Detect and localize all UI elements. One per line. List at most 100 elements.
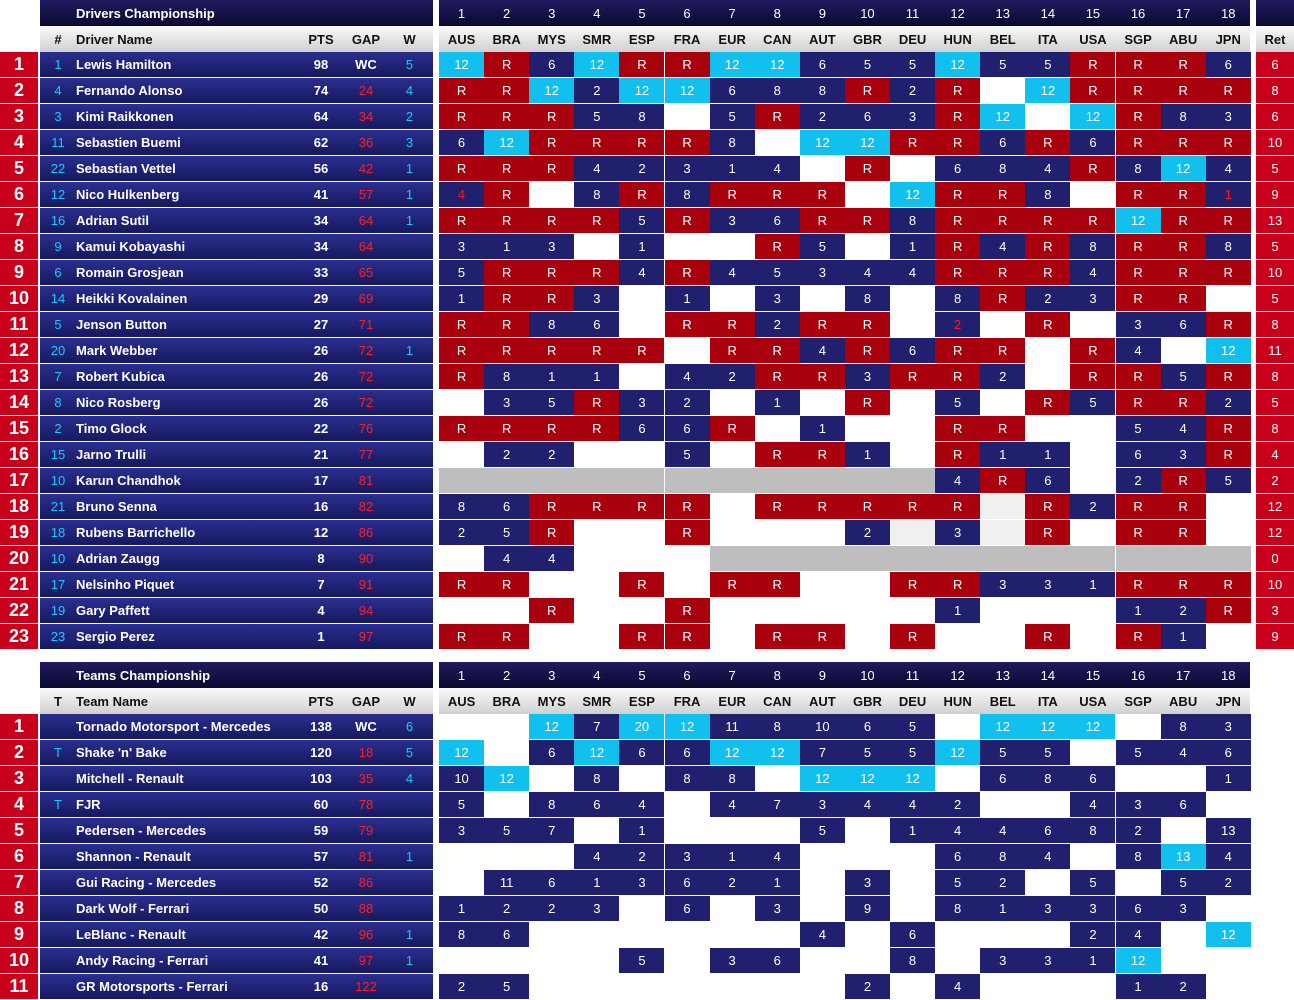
result-cell-ita: 6 [1025, 468, 1071, 493]
result-cell-fra: 6 [664, 416, 710, 441]
drivers-race-number: 1 [457, 5, 466, 21]
result-cell-usa: 4 [1070, 260, 1116, 285]
points-value: 17 [313, 473, 329, 488]
drivers-race-header-jpn: JPN [1215, 31, 1241, 47]
teams-race-number: 17 [1175, 667, 1191, 683]
result-cell-fra: 4 [664, 364, 710, 389]
result-cell-eur: 6 [709, 78, 755, 103]
driver-name: Rubens Barrichello [76, 525, 196, 540]
driver-name: Robert Kubica [76, 369, 165, 384]
result-cell-hun: R [935, 338, 981, 363]
teams-race-number: 5 [638, 667, 646, 683]
car-number: 18 [50, 525, 66, 540]
car-number: 5 [54, 317, 62, 332]
wins-value [386, 546, 433, 571]
result-cell-smr [574, 520, 620, 545]
result-cell-esp [619, 468, 665, 493]
row-bar [40, 182, 433, 207]
teams-race-number: 6 [683, 667, 691, 683]
wins-value: 5 [405, 57, 414, 72]
position-cell: 12 [0, 338, 38, 363]
result-cell-bra [484, 792, 530, 817]
result-cell-eur [709, 468, 755, 493]
result-cell-can: R [754, 494, 800, 519]
result-cell-can: 4 [754, 844, 800, 869]
result-cell-sgp: 4 [1115, 922, 1161, 947]
gap-value: 72 [358, 395, 374, 410]
result-cell-aus: R [439, 104, 485, 129]
retirements-value: 11 [1256, 338, 1294, 363]
result-cell-esp: 5 [619, 208, 665, 233]
result-cell-aut: R [799, 208, 845, 233]
result-cell-deu: R [890, 494, 936, 519]
team-flag [40, 714, 76, 739]
result-cell-mys: R [529, 416, 575, 441]
result-cell-sgp: R [1115, 364, 1161, 389]
result-cell-smr [574, 468, 620, 493]
result-cell-gbr: 3 [844, 870, 890, 895]
gap-value: 72 [358, 369, 374, 384]
result-cell-abu: 5 [1160, 870, 1206, 895]
result-cell-hun: 4 [935, 974, 981, 999]
result-cell-hun: 3 [935, 520, 981, 545]
result-cell-hun: R [935, 416, 981, 441]
result-cell-aut: 12 [799, 130, 845, 155]
result-cell-deu: 12 [890, 182, 936, 207]
result-cell-esp: R [619, 130, 665, 155]
result-cell-bel: 12 [980, 714, 1026, 739]
car-number: 20 [50, 343, 66, 358]
result-cell-abu: R [1160, 468, 1206, 493]
result-cell-mys: R [529, 338, 575, 363]
gap-value: 71 [358, 317, 374, 332]
row-bar [40, 468, 433, 493]
result-cell-gbr: R [844, 390, 890, 415]
result-cell-fra: 3 [664, 156, 710, 181]
result-cell-jpn [1205, 948, 1251, 973]
result-cell-ita: R [1025, 234, 1071, 259]
result-cell-bel: R [980, 260, 1026, 285]
result-cell-mys: R [529, 520, 575, 545]
result-cell-aut: 5 [799, 818, 845, 843]
result-cell-aut: 8 [799, 78, 845, 103]
drivers-race-header-fra: FRA [673, 31, 701, 47]
result-cell-hun [935, 948, 981, 973]
result-cell-sgp: 3 [1115, 312, 1161, 337]
result-cell-bra: R [484, 312, 530, 337]
result-cell-jpn [1205, 494, 1251, 519]
result-cell-gbr: 12 [844, 130, 890, 155]
teams-race-header-mys: MYS [537, 693, 566, 709]
car-number: 4 [54, 83, 62, 98]
result-cell-fra: 1 [664, 286, 710, 311]
driver-name: Nico Hulkenberg [76, 187, 180, 202]
result-cell-aus: 3 [439, 234, 485, 259]
result-cell-abu: R [1160, 130, 1206, 155]
result-cell-can: 8 [754, 714, 800, 739]
driver-name: Timo Glock [76, 421, 147, 436]
result-cell-gbr [844, 948, 890, 973]
result-cell-eur: 4 [709, 260, 755, 285]
result-cell-eur: 2 [709, 364, 755, 389]
result-cell-smr: 1 [574, 364, 620, 389]
result-cell-bel: 6 [980, 766, 1026, 791]
teams-race-header-deu: DEU [898, 693, 927, 709]
result-cell-usa: 12 [1070, 104, 1116, 129]
team-flag: T [54, 745, 62, 760]
result-cell-ita: 8 [1025, 766, 1071, 791]
wins-value [386, 494, 433, 519]
driver-name: Fernando Alonso [76, 83, 183, 98]
wins-value: 4 [405, 771, 414, 786]
result-cell-bel [980, 390, 1026, 415]
result-cell-smr: 5 [574, 104, 620, 129]
retirements-value: 8 [1256, 364, 1294, 389]
team-flag [40, 870, 76, 895]
result-cell-esp: 1 [619, 818, 665, 843]
result-cell-aut: 12 [799, 766, 845, 791]
row-bar [40, 260, 433, 285]
result-cell-ita: 12 [1025, 78, 1071, 103]
result-cell-deu [890, 442, 936, 467]
result-cell-deu [890, 844, 936, 869]
result-cell-mys: 7 [529, 818, 575, 843]
result-cell-bra: R [484, 286, 530, 311]
result-cell-sgp: 6 [1115, 896, 1161, 921]
drivers-race-number: 8 [773, 5, 781, 21]
